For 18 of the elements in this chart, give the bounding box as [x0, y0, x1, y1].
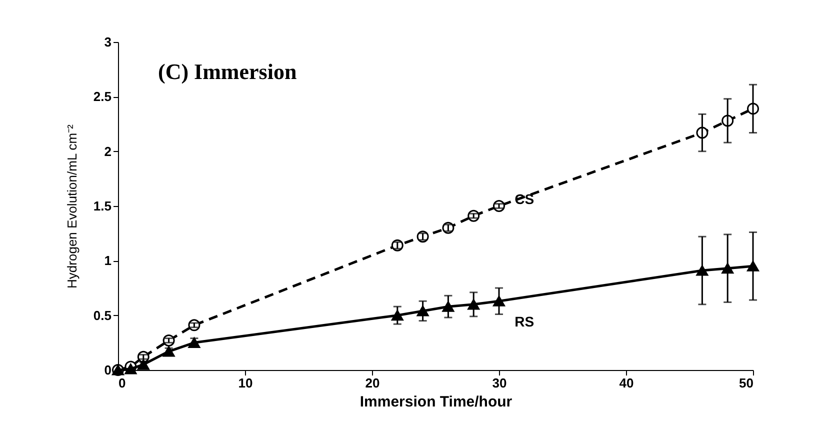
y-tick-label: 0.5 — [93, 308, 112, 323]
x-tick-label: 40 — [619, 376, 634, 390]
annotation: (C) Immersion — [158, 59, 297, 84]
x-tick-label: 10 — [238, 376, 253, 390]
series-label: RS — [514, 313, 534, 330]
point — [124, 364, 137, 374]
x-axis-title: Immersion Time/hour — [360, 394, 512, 410]
y-tick-label: 2 — [104, 144, 112, 159]
x-tick-label: 0 — [118, 376, 126, 390]
y-tick-label: 2.5 — [93, 89, 112, 104]
y-tick-label: 3 — [104, 34, 112, 50]
y-tick-label: 0 — [104, 362, 112, 378]
x-tick-label: 50 — [739, 376, 754, 390]
y-tick-label: 1.5 — [93, 198, 112, 214]
y-tick-label: 1 — [104, 253, 112, 268]
y-axis-title: Hydrogen Evolution/mL cm⁻² — [64, 124, 80, 288]
x-tick-label: 30 — [492, 376, 507, 390]
x-tick-label: 20 — [365, 376, 380, 390]
